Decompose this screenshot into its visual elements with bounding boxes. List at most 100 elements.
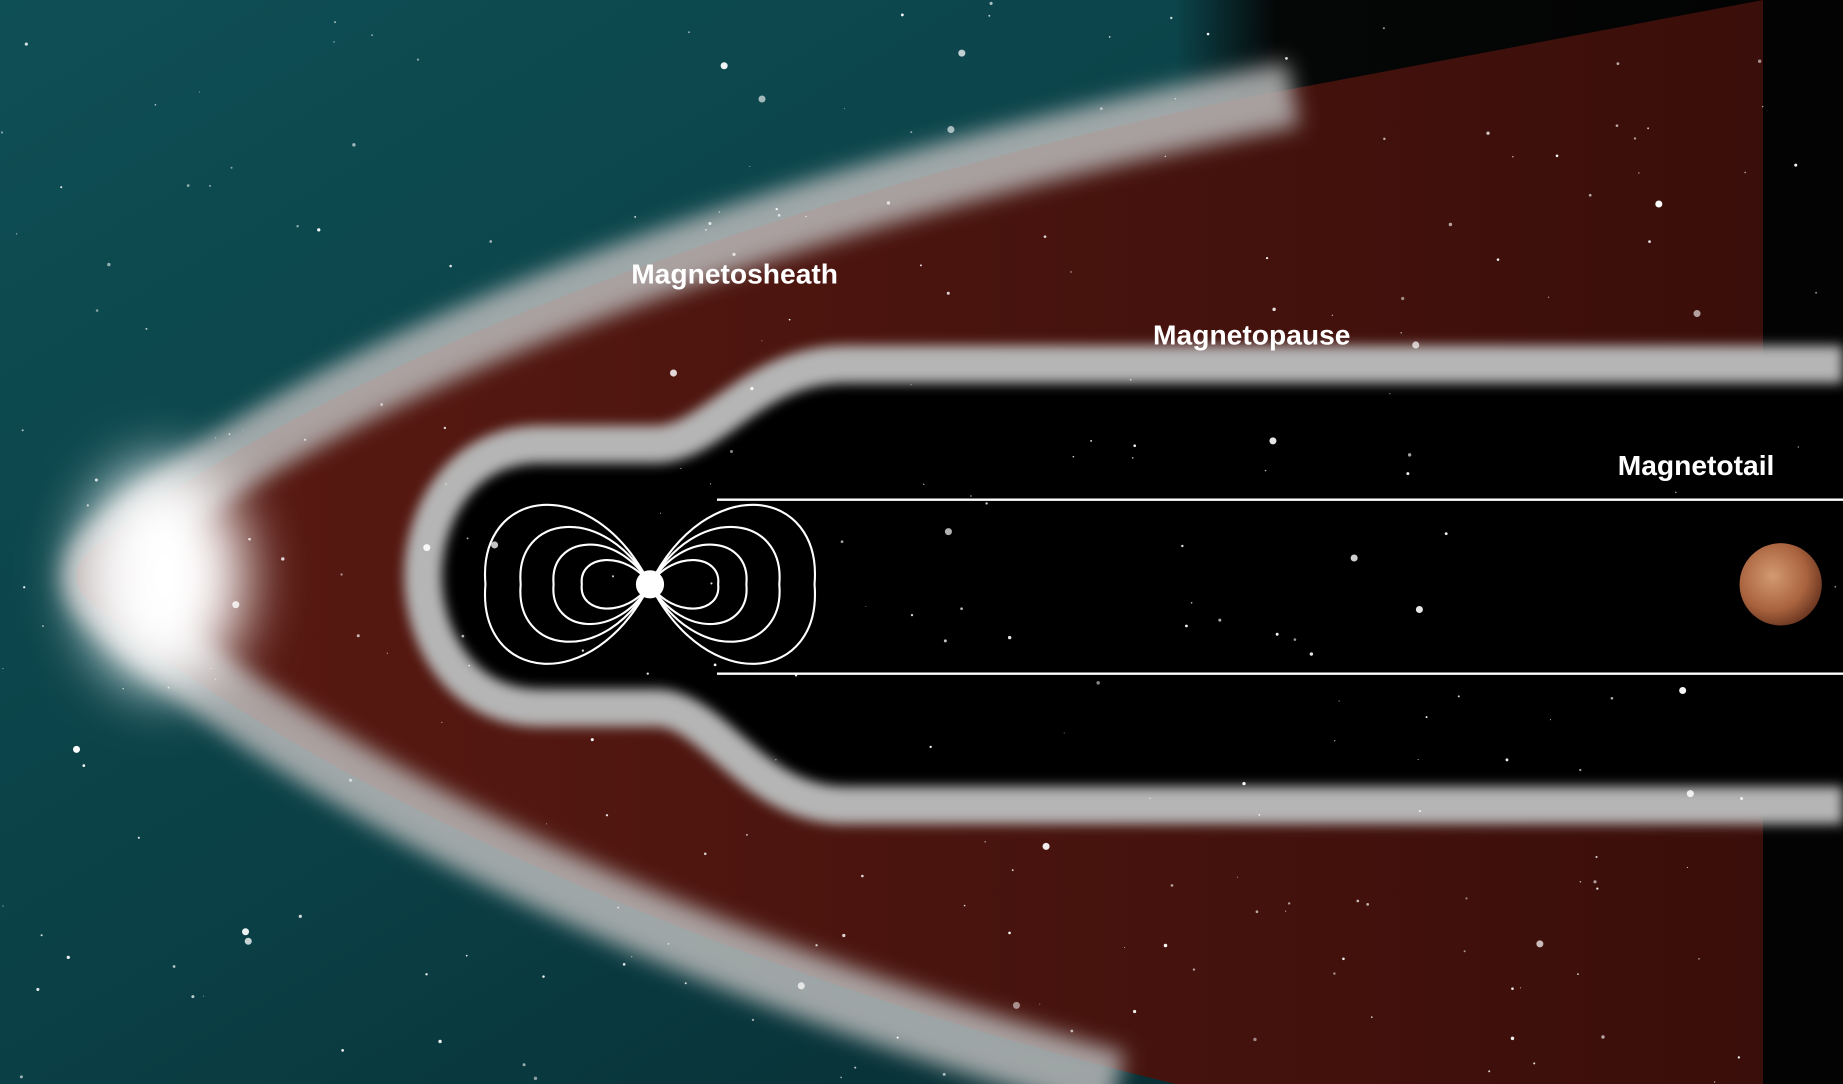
star — [60, 186, 63, 189]
field-line — [519, 525, 651, 643]
star — [1242, 781, 1246, 786]
star — [1407, 453, 1412, 457]
star — [281, 557, 285, 561]
star — [1511, 987, 1514, 990]
star — [944, 528, 952, 536]
star — [751, 1018, 755, 1022]
star — [296, 224, 299, 228]
star — [1638, 172, 1640, 174]
star — [886, 201, 891, 205]
star — [423, 544, 431, 552]
star — [842, 933, 846, 938]
star — [669, 369, 678, 377]
star — [985, 502, 988, 505]
star — [40, 934, 43, 937]
star — [1533, 1062, 1536, 1065]
star — [107, 262, 111, 267]
star — [0, 131, 4, 134]
star — [910, 384, 912, 386]
star — [19, 1075, 23, 1079]
star — [1512, 156, 1514, 158]
star — [94, 478, 98, 482]
star — [1382, 27, 1385, 30]
star — [749, 165, 751, 168]
star — [1131, 456, 1134, 459]
star — [209, 184, 211, 187]
star — [95, 309, 99, 312]
star — [489, 240, 493, 243]
star — [1011, 869, 1014, 872]
star — [910, 131, 913, 134]
star — [840, 1076, 842, 1079]
star — [969, 495, 972, 497]
star — [708, 221, 712, 226]
star — [1383, 137, 1386, 141]
star — [82, 764, 86, 767]
star — [1350, 554, 1358, 562]
star — [1272, 307, 1276, 312]
mars — [1739, 543, 1822, 626]
star — [1595, 855, 1598, 858]
star — [334, 21, 337, 24]
star — [1555, 154, 1559, 158]
star — [1417, 758, 1419, 761]
star — [242, 928, 250, 936]
star — [1486, 131, 1490, 135]
star — [1007, 635, 1012, 640]
star — [371, 34, 374, 37]
star — [298, 914, 302, 918]
star — [680, 467, 682, 469]
star — [1698, 958, 1700, 960]
star — [1601, 1035, 1605, 1039]
star — [425, 973, 428, 976]
star — [1418, 810, 1421, 813]
star — [1488, 1070, 1491, 1073]
star — [21, 429, 24, 432]
star — [729, 450, 733, 453]
star — [1496, 258, 1500, 261]
star — [988, 14, 991, 17]
star — [86, 504, 89, 507]
star — [167, 686, 170, 689]
star — [36, 987, 40, 992]
star — [154, 103, 157, 106]
star — [533, 1076, 538, 1081]
star — [947, 126, 955, 134]
star — [704, 228, 707, 231]
star — [1129, 378, 1132, 381]
star — [788, 318, 791, 321]
star — [1072, 455, 1075, 458]
star — [718, 211, 721, 213]
star — [1797, 446, 1800, 448]
star — [466, 537, 469, 540]
star — [1342, 957, 1345, 961]
star — [172, 965, 176, 968]
star — [340, 573, 343, 576]
star — [449, 264, 452, 268]
star — [963, 904, 966, 907]
star — [896, 1036, 899, 1039]
star — [1415, 605, 1423, 614]
label-magnetopause: Magnetopause — [1153, 318, 1350, 350]
star — [605, 814, 609, 817]
star — [815, 944, 818, 947]
star — [758, 95, 766, 103]
star — [590, 738, 594, 742]
star — [1744, 171, 1747, 174]
star — [1463, 950, 1466, 953]
star — [1236, 876, 1239, 878]
star — [186, 184, 190, 187]
field-line — [649, 503, 816, 665]
star — [865, 605, 867, 607]
star — [191, 995, 195, 999]
star — [709, 483, 712, 485]
star — [1633, 137, 1637, 140]
star — [356, 634, 360, 638]
star — [1693, 310, 1701, 318]
star — [441, 721, 443, 723]
field-lines — [484, 503, 816, 665]
star — [1206, 32, 1210, 36]
star — [137, 836, 140, 839]
star — [1505, 758, 1509, 762]
